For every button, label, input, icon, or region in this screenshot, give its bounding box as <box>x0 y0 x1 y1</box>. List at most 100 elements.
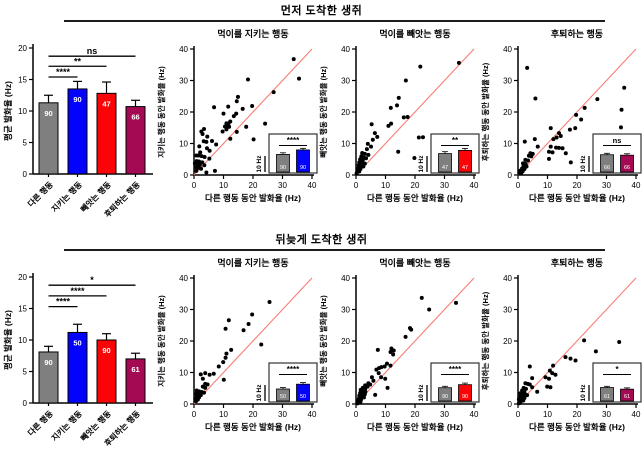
scatter-plot-snatching: 먹이를 빼앗는 행동 0 10 20 30 40 0 10 20 30 40 다른 행동 동안 발화율… <box>318 257 480 432</box>
scatter-point <box>525 393 530 398</box>
y-tick-label: 30 <box>341 77 350 86</box>
y-tick-label: 20 <box>341 337 350 346</box>
scatter-point <box>220 129 225 134</box>
y-tick-label: 15 <box>18 76 27 85</box>
y-tick-label: 10 <box>341 369 350 378</box>
scatter-point <box>200 376 205 381</box>
scatter-point <box>234 99 239 104</box>
scatter-point <box>574 112 579 117</box>
y-tick-label: 15 <box>18 305 27 314</box>
scatter-point <box>224 127 229 132</box>
scatter-point <box>383 376 388 381</box>
inset-bar-count: 50 <box>300 394 306 400</box>
scatter-point <box>263 121 268 126</box>
scatter-point <box>419 295 424 300</box>
scatter-point <box>197 144 202 149</box>
inset-bar-count: 50 <box>280 394 286 400</box>
x-tick-label: 40 <box>308 410 317 419</box>
y-axis-label: 빼앗는 행동 동안 발화율 (Hz) <box>318 295 328 387</box>
scatter-point <box>396 95 401 100</box>
inset-bar-count: 61 <box>604 394 610 400</box>
x-tick-label: 10 <box>219 181 228 190</box>
inset-significance-label: **** <box>449 365 462 374</box>
x-tick-label: 30 <box>602 181 611 190</box>
scatter-plot-guarding: 먹이를 지키는 행동 0 10 20 30 40 0 10 20 30 40 다른 행동 동안 발화율… <box>156 28 318 203</box>
scatter-point <box>547 368 552 373</box>
scatter-point <box>245 77 250 82</box>
scatter-point <box>226 121 231 126</box>
scatter-point <box>362 151 367 156</box>
bar-count: 66 <box>131 113 139 122</box>
scatter-point <box>203 385 208 390</box>
scatter-point <box>385 385 390 390</box>
scatter-point <box>205 134 210 139</box>
scatter-point <box>563 355 568 360</box>
scatter-point <box>533 96 538 101</box>
scatter-point <box>401 115 406 120</box>
inset-bar-count: 90 <box>280 165 286 171</box>
bar-count: 90 <box>73 95 81 104</box>
inset-bar-count: 61 <box>624 394 630 400</box>
scatter-title: 먹이를 지키는 행동 <box>217 28 288 39</box>
x-tick-label: 40 <box>632 410 641 419</box>
x-axis-label: 다른 행동 동안 발화율 (Hz) <box>367 193 463 203</box>
scatter-point <box>548 144 553 149</box>
y-tick-label: 30 <box>503 306 512 315</box>
y-tick-label: 40 <box>341 45 350 54</box>
scatter-point <box>244 124 249 129</box>
scatter-point <box>568 356 573 361</box>
y-tick-label: 40 <box>503 45 512 54</box>
scatter-point <box>297 76 302 81</box>
scatter-point <box>416 135 421 140</box>
scatter-point <box>550 150 555 155</box>
category-label: 다른 행동 <box>25 408 55 438</box>
scatter-title: 먹이를 빼앗는 행동 <box>379 257 450 268</box>
inset-bar-count: 90 <box>442 394 448 400</box>
scatter-point <box>271 90 276 95</box>
scatter-point <box>204 139 209 144</box>
unity-diagonal-line <box>517 48 637 176</box>
x-tick-label: 30 <box>440 410 449 419</box>
x-tick-label: 30 <box>602 410 611 419</box>
scatter-point <box>211 371 216 376</box>
x-tick-label: 0 <box>516 181 521 190</box>
scatter-point <box>221 360 226 365</box>
scatter-point <box>204 146 209 151</box>
scatter-point <box>221 111 226 116</box>
scatter-point <box>546 156 551 161</box>
scatter-point <box>532 137 537 142</box>
scatter-point <box>395 103 400 108</box>
x-tick-label: 0 <box>354 181 359 190</box>
scatter-point <box>427 307 432 312</box>
scatter-point <box>370 137 375 142</box>
y-tick-label: 20 <box>179 108 188 117</box>
bar-count: 90 <box>102 346 110 355</box>
y-tick-label: 40 <box>179 45 188 54</box>
scatter-point <box>372 131 377 136</box>
y-tick-label: 30 <box>179 306 188 315</box>
scatter-point <box>203 371 208 376</box>
y-axis-label: 빼앗는 행동 동안 발화율 (Hz) <box>318 66 328 158</box>
y-tick-label: 0 <box>346 400 351 409</box>
unity-diagonal-line <box>355 48 475 176</box>
x-tick-label: 30 <box>278 410 287 419</box>
x-axis-label: 다른 행동 동안 발화율 (Hz) <box>529 422 625 432</box>
scatter-point <box>228 136 233 141</box>
scatter-point <box>198 150 203 155</box>
significance-label: * <box>90 275 94 285</box>
y-tick-label: 20 <box>18 44 27 53</box>
x-tick-label: 0 <box>354 410 359 419</box>
bar-count: 61 <box>131 365 139 374</box>
y-tick-label: 10 <box>18 107 27 116</box>
y-tick-label: 0 <box>23 170 28 179</box>
scatter-title: 후퇴하는 행동 <box>551 257 603 268</box>
scatter-title: 먹이를 빼앗는 행동 <box>379 28 450 39</box>
scatter-point <box>557 145 562 150</box>
scatter-point <box>234 111 239 116</box>
scatter-point <box>554 145 559 150</box>
scatter-point <box>371 378 376 383</box>
inset-bar-count: 66 <box>604 165 610 171</box>
x-tick-label: 10 <box>381 181 390 190</box>
scatter-point <box>205 382 210 387</box>
